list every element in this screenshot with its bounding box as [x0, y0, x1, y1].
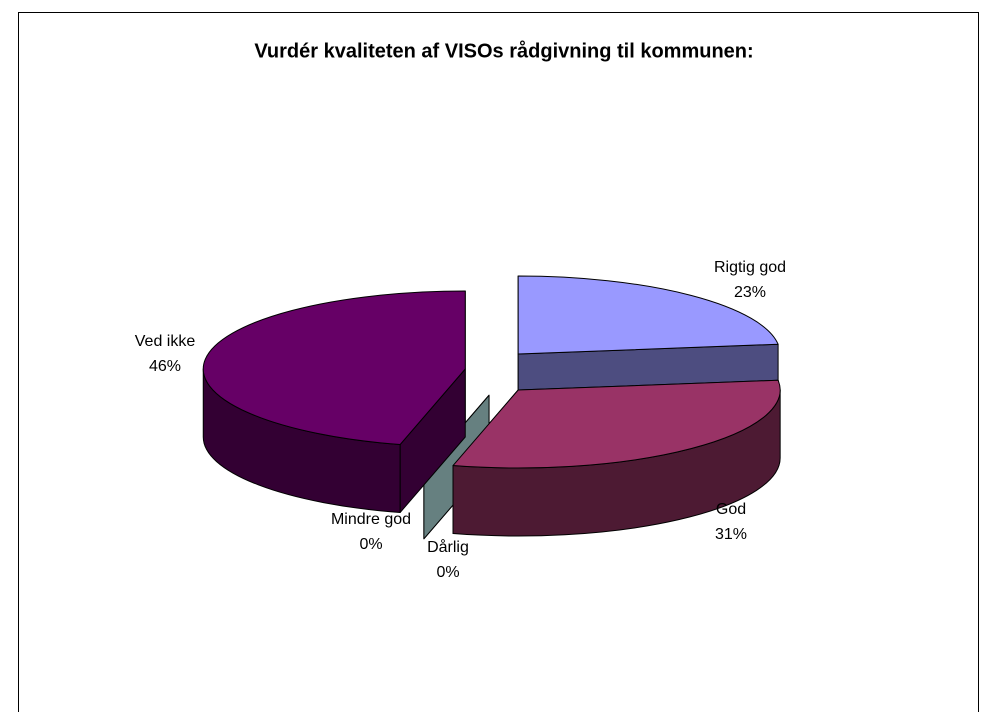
pie-slice [202, 290, 466, 446]
chart-frame [18, 12, 979, 712]
slice-value-label: 0% [359, 536, 382, 553]
slice-label: Dårlig [427, 538, 469, 556]
slice-label: God [716, 501, 746, 518]
slice-value-label: 31% [715, 526, 747, 543]
slice-label: Ved ikke [135, 333, 196, 350]
chart-title: Vurdér kvaliteten af VISOs rådgivning ti… [254, 39, 753, 62]
pie-slice [517, 275, 779, 355]
slice-value-label: 0% [436, 564, 459, 581]
slice-label: Rigtig god [714, 259, 786, 276]
slice-value-label: 46% [149, 358, 181, 375]
slice-value-label: 23% [734, 284, 766, 301]
slice-label: Mindre god [331, 511, 411, 528]
pie-slice [452, 379, 781, 469]
